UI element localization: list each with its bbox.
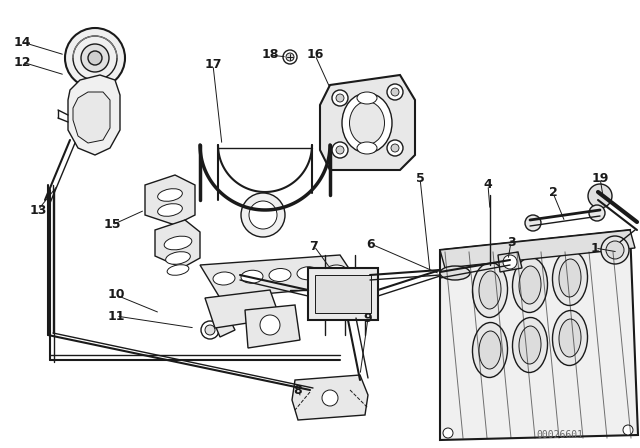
Polygon shape: [440, 230, 635, 268]
Text: 9: 9: [364, 311, 372, 324]
Ellipse shape: [519, 266, 541, 304]
Polygon shape: [292, 375, 368, 420]
Text: 19: 19: [591, 172, 609, 185]
Ellipse shape: [519, 326, 541, 364]
Text: 14: 14: [13, 35, 31, 48]
Text: 1: 1: [591, 241, 600, 254]
Circle shape: [332, 142, 348, 158]
Text: 3: 3: [507, 236, 515, 249]
Text: 16: 16: [307, 48, 324, 61]
Circle shape: [65, 28, 125, 88]
Circle shape: [88, 51, 102, 65]
Text: 7: 7: [310, 240, 318, 253]
Circle shape: [387, 84, 403, 100]
Ellipse shape: [479, 271, 501, 309]
Text: 18: 18: [261, 48, 278, 61]
Circle shape: [260, 315, 280, 335]
Polygon shape: [315, 275, 371, 313]
Ellipse shape: [342, 93, 392, 153]
Circle shape: [241, 193, 285, 237]
Circle shape: [286, 53, 294, 61]
Circle shape: [601, 236, 629, 264]
Ellipse shape: [167, 265, 189, 275]
Ellipse shape: [325, 265, 347, 278]
Text: 12: 12: [13, 56, 31, 69]
Ellipse shape: [269, 268, 291, 281]
Polygon shape: [68, 75, 120, 155]
Ellipse shape: [552, 250, 588, 306]
Ellipse shape: [357, 142, 377, 154]
Circle shape: [503, 255, 517, 269]
Circle shape: [336, 146, 344, 154]
Text: 11: 11: [108, 310, 125, 323]
Ellipse shape: [552, 310, 588, 366]
Ellipse shape: [513, 258, 547, 313]
Ellipse shape: [357, 92, 377, 104]
Ellipse shape: [472, 323, 508, 378]
Ellipse shape: [157, 189, 182, 201]
Circle shape: [201, 321, 219, 339]
Text: 8: 8: [294, 383, 302, 396]
Polygon shape: [205, 290, 280, 328]
Text: 2: 2: [548, 186, 557, 199]
Circle shape: [81, 44, 109, 72]
Polygon shape: [245, 305, 300, 348]
Circle shape: [332, 90, 348, 106]
Polygon shape: [73, 92, 110, 143]
Circle shape: [606, 241, 624, 259]
Polygon shape: [200, 255, 360, 298]
Circle shape: [525, 215, 541, 231]
Circle shape: [322, 390, 338, 406]
Circle shape: [391, 144, 399, 152]
Circle shape: [387, 140, 403, 156]
Ellipse shape: [241, 270, 263, 283]
Polygon shape: [308, 268, 378, 320]
Polygon shape: [145, 175, 195, 225]
Circle shape: [443, 252, 453, 262]
Ellipse shape: [164, 236, 192, 250]
Circle shape: [283, 50, 297, 64]
Circle shape: [589, 205, 605, 221]
Text: 10: 10: [108, 289, 125, 302]
Circle shape: [205, 325, 215, 335]
Polygon shape: [215, 320, 235, 337]
Polygon shape: [440, 230, 638, 440]
Circle shape: [623, 425, 633, 435]
Polygon shape: [155, 220, 200, 268]
Text: 15: 15: [103, 219, 121, 232]
Text: 4: 4: [484, 178, 492, 191]
Ellipse shape: [479, 331, 501, 369]
Circle shape: [249, 201, 277, 229]
Circle shape: [391, 88, 399, 96]
Polygon shape: [320, 75, 415, 170]
Ellipse shape: [559, 319, 581, 357]
Ellipse shape: [349, 102, 385, 145]
Text: 13: 13: [29, 203, 47, 216]
Text: 00026601: 00026601: [536, 430, 584, 440]
Ellipse shape: [513, 318, 547, 372]
Ellipse shape: [297, 267, 319, 280]
Circle shape: [336, 94, 344, 102]
Text: 6: 6: [367, 237, 375, 250]
Ellipse shape: [166, 252, 190, 264]
Ellipse shape: [157, 204, 182, 216]
Ellipse shape: [213, 272, 235, 285]
Polygon shape: [498, 252, 522, 272]
Circle shape: [443, 428, 453, 438]
Ellipse shape: [472, 263, 508, 318]
Text: 17: 17: [204, 59, 221, 72]
Ellipse shape: [559, 259, 581, 297]
Text: 5: 5: [415, 172, 424, 185]
Ellipse shape: [440, 266, 470, 280]
Circle shape: [588, 184, 612, 208]
Circle shape: [620, 233, 630, 243]
